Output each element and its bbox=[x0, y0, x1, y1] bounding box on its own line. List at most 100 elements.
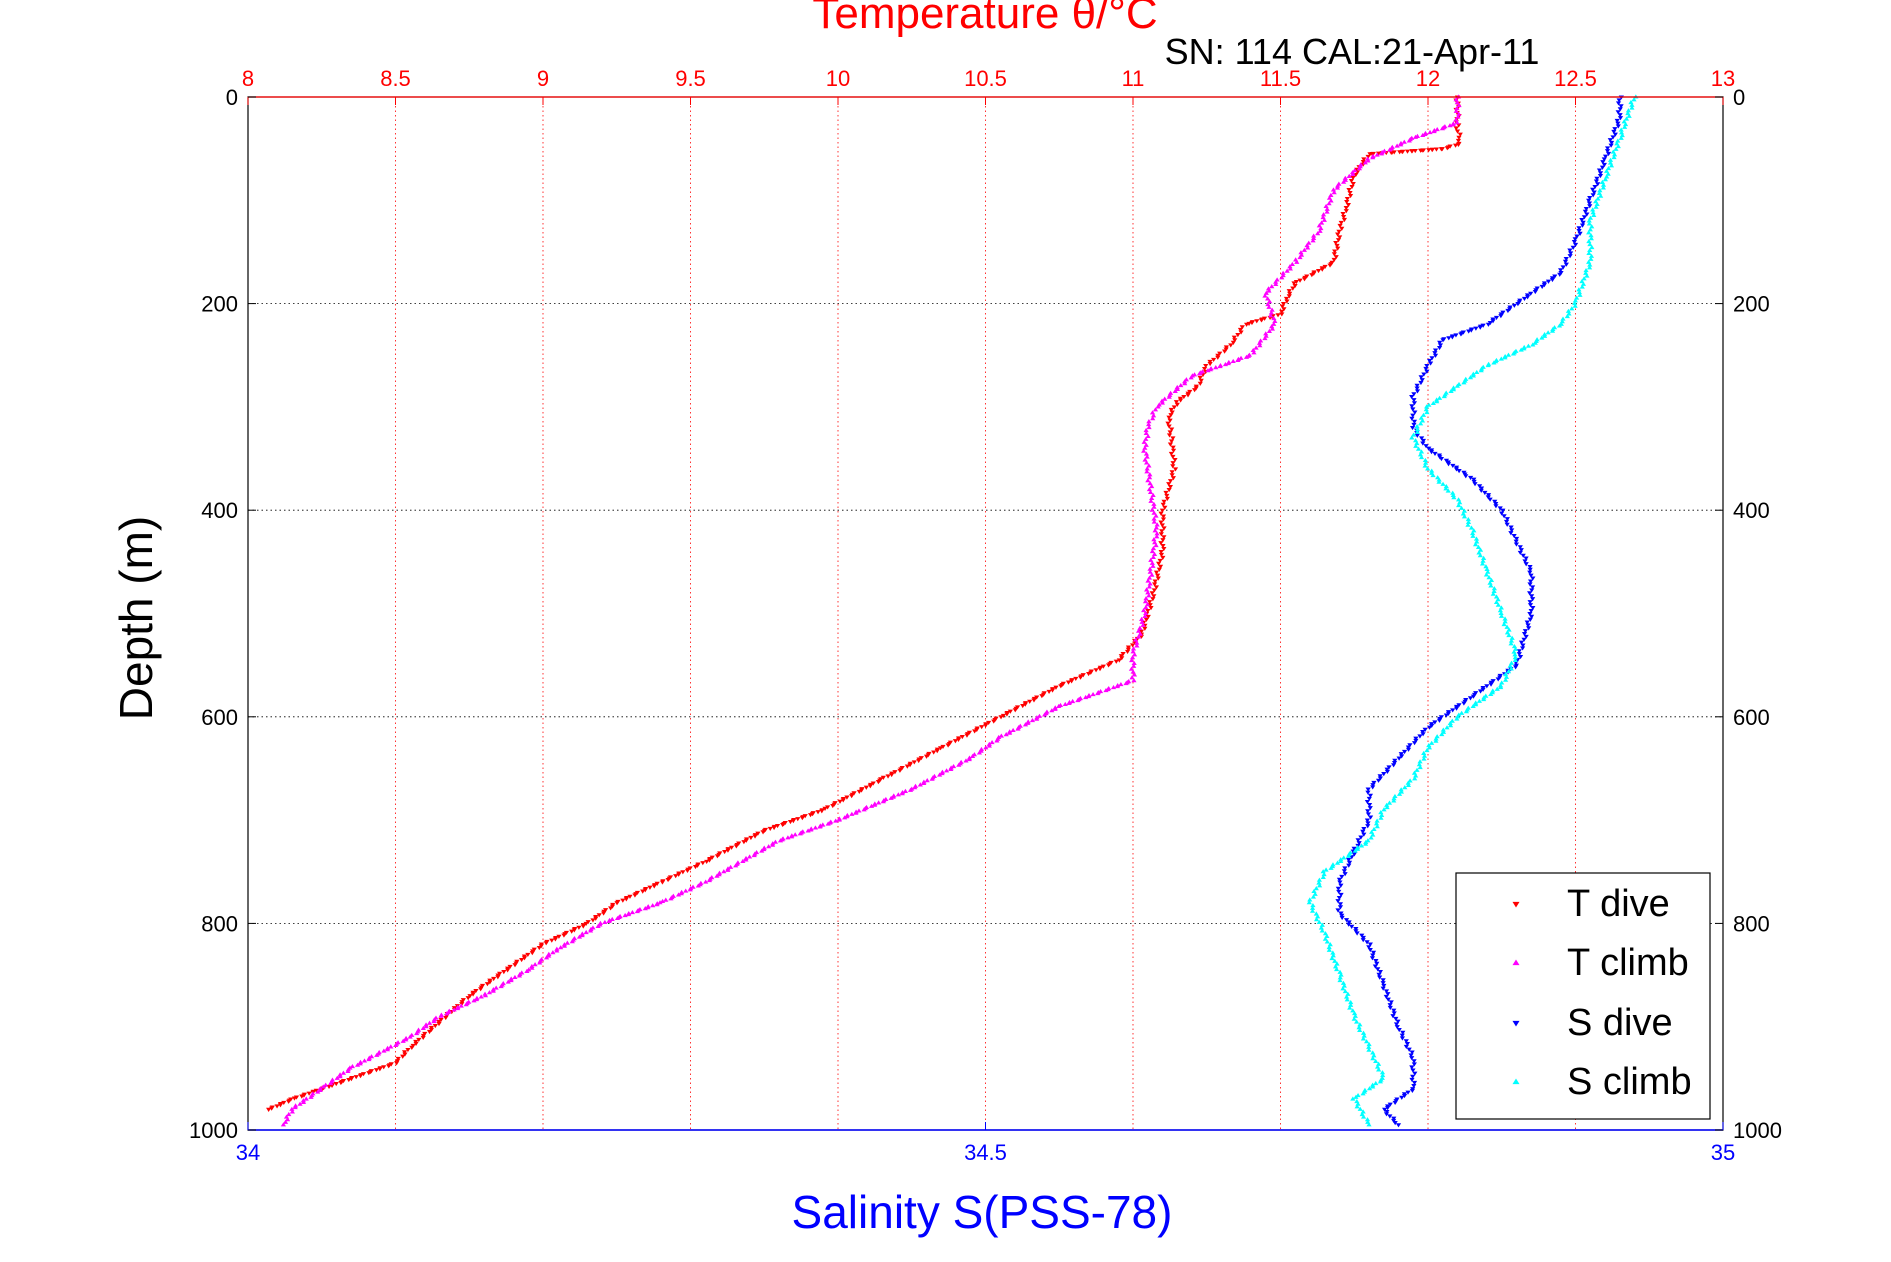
top-tick-label: 8 bbox=[242, 66, 254, 91]
data-point bbox=[1235, 357, 1241, 362]
data-point bbox=[1253, 345, 1259, 350]
data-point bbox=[1266, 328, 1273, 333]
data-point bbox=[1586, 265, 1593, 270]
data-point bbox=[1335, 183, 1341, 188]
data-point bbox=[1142, 445, 1148, 450]
data-point bbox=[943, 768, 950, 773]
data-point bbox=[1447, 723, 1454, 728]
data-point bbox=[1436, 479, 1442, 484]
data-point bbox=[1618, 104, 1624, 109]
data-point bbox=[1000, 713, 1007, 718]
y-tick-label-right: 200 bbox=[1733, 292, 1770, 317]
data-point bbox=[1448, 388, 1454, 393]
data-point bbox=[1411, 1084, 1417, 1089]
data-point bbox=[1370, 783, 1376, 788]
data-point bbox=[972, 729, 978, 734]
data-point bbox=[1437, 340, 1443, 345]
data-point bbox=[1320, 869, 1326, 874]
data-point bbox=[1501, 514, 1507, 519]
data-point bbox=[1557, 272, 1563, 277]
data-point bbox=[1211, 357, 1217, 362]
data-point bbox=[1485, 322, 1492, 327]
data-point bbox=[1392, 1100, 1398, 1106]
data-point bbox=[1517, 545, 1523, 550]
data-point bbox=[1279, 309, 1285, 314]
data-point bbox=[1334, 185, 1341, 190]
data-point bbox=[1524, 620, 1530, 625]
data-point bbox=[1380, 1072, 1386, 1078]
data-point bbox=[1174, 386, 1181, 392]
data-point bbox=[1337, 235, 1343, 240]
data-point bbox=[1611, 155, 1617, 160]
data-point bbox=[1160, 514, 1167, 519]
data-point bbox=[1595, 196, 1601, 201]
data-point bbox=[1225, 360, 1231, 366]
data-point bbox=[569, 939, 575, 944]
data-point bbox=[1615, 138, 1621, 143]
data-point bbox=[1290, 286, 1296, 291]
data-point bbox=[1608, 143, 1614, 148]
y-tick-label-right: 400 bbox=[1733, 498, 1770, 523]
data-point bbox=[1436, 477, 1442, 482]
data-point bbox=[1530, 606, 1536, 611]
data-point bbox=[931, 750, 937, 755]
data-point bbox=[1492, 499, 1498, 504]
data-point bbox=[1163, 490, 1169, 496]
data-point bbox=[1456, 111, 1462, 116]
data-point bbox=[1343, 209, 1349, 214]
data-point bbox=[1511, 533, 1517, 539]
data-point bbox=[924, 778, 930, 783]
data-point bbox=[1360, 938, 1366, 943]
data-point bbox=[978, 746, 985, 752]
data-point bbox=[1527, 611, 1533, 617]
data-point bbox=[1428, 361, 1434, 366]
data-point bbox=[1332, 958, 1338, 963]
data-point bbox=[1502, 355, 1508, 360]
data-point bbox=[1465, 516, 1471, 522]
data-point bbox=[1141, 607, 1147, 613]
data-point bbox=[1528, 291, 1534, 296]
data-point bbox=[1365, 824, 1371, 829]
data-point bbox=[1593, 204, 1599, 209]
data-point bbox=[1355, 838, 1361, 843]
data-point bbox=[1319, 922, 1325, 927]
data-point bbox=[1479, 366, 1485, 371]
data-point bbox=[1518, 640, 1525, 645]
data-point bbox=[1387, 147, 1393, 152]
data-point bbox=[1158, 520, 1164, 525]
legend-marker bbox=[1512, 901, 1520, 908]
data-point bbox=[1398, 752, 1404, 757]
data-point bbox=[1271, 316, 1277, 321]
data-point bbox=[1429, 356, 1435, 361]
data-point bbox=[934, 749, 940, 754]
data-point bbox=[1301, 247, 1307, 252]
data-point bbox=[1559, 319, 1565, 324]
data-point bbox=[1158, 541, 1164, 546]
legend-label: T climb bbox=[1567, 942, 1689, 984]
data-point bbox=[1523, 556, 1529, 561]
data-point bbox=[1612, 132, 1618, 137]
data-point bbox=[1579, 284, 1585, 289]
data-point bbox=[1336, 889, 1342, 894]
y-tick-label-left: 800 bbox=[201, 911, 238, 936]
data-point bbox=[725, 848, 731, 853]
data-point bbox=[1498, 314, 1504, 319]
data-point bbox=[487, 980, 493, 985]
data-point bbox=[1182, 381, 1188, 386]
data-point bbox=[1405, 747, 1412, 752]
data-point bbox=[1351, 846, 1357, 851]
data-point bbox=[1349, 924, 1355, 929]
data-point bbox=[281, 1100, 287, 1106]
data-point bbox=[1505, 669, 1512, 674]
data-point bbox=[1339, 226, 1345, 231]
data-point bbox=[1358, 162, 1364, 167]
data-point bbox=[1298, 250, 1304, 255]
data-point bbox=[1377, 970, 1383, 975]
data-point bbox=[1409, 404, 1415, 409]
data-point bbox=[1560, 316, 1566, 321]
data-point bbox=[1319, 267, 1325, 272]
data-point bbox=[1388, 1000, 1394, 1005]
data-point bbox=[1151, 519, 1157, 524]
data-point bbox=[1368, 835, 1374, 840]
data-point bbox=[1341, 179, 1347, 184]
